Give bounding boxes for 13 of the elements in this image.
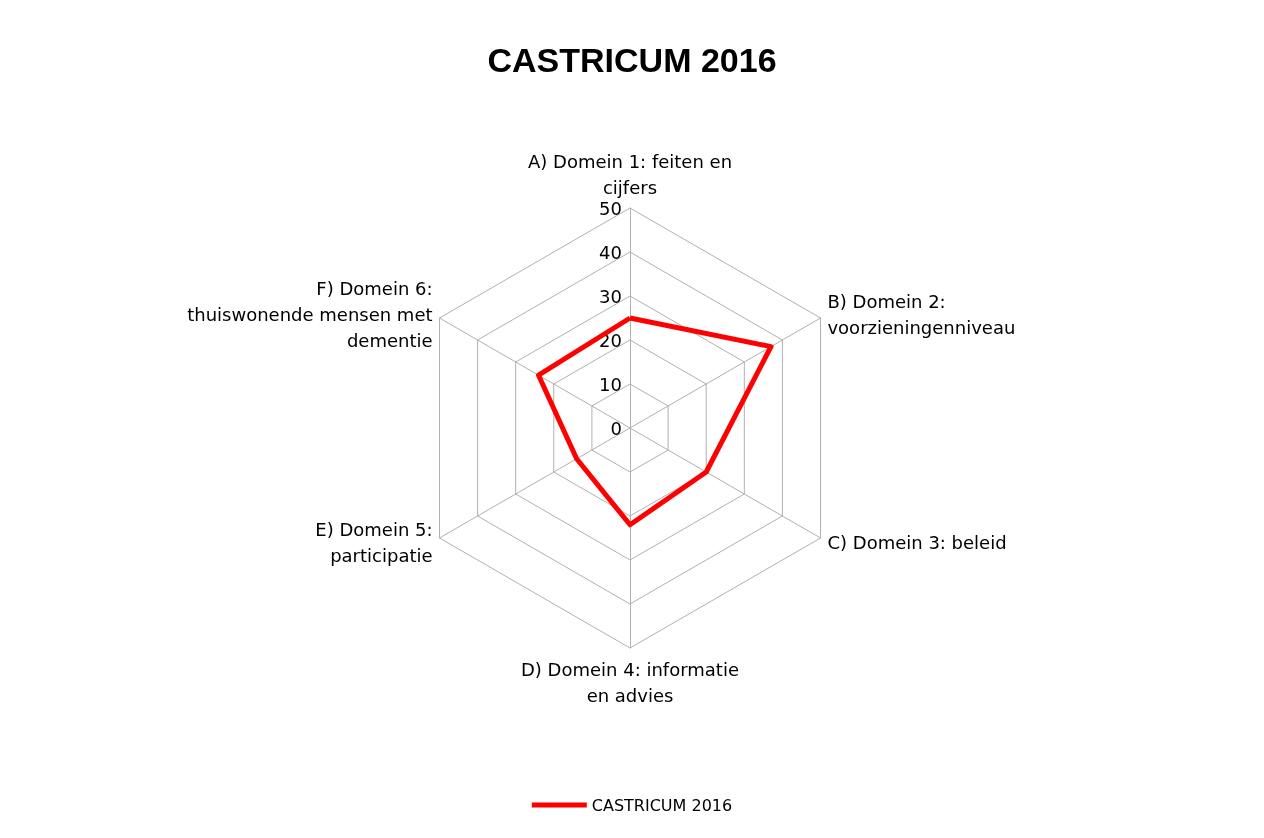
y-tick-label: 40: [599, 241, 622, 263]
y-tick-label: 10: [599, 373, 622, 395]
chart-title: CASTRICUM 2016: [487, 41, 777, 79]
y-tick-label: 50: [599, 197, 622, 219]
spoke-label: E) Domein 5: participatie: [315, 518, 433, 566]
spoke-label: D) Domein 4: informatie en advies: [521, 658, 739, 706]
spoke-label: F) Domein 6: thuiswonende mensen met dementie: [187, 277, 433, 351]
spoke-label: B) Domein 2: voorzieningenniveau: [827, 290, 1016, 338]
legend-label: CASTRICUM 2016: [591, 795, 733, 815]
spoke-label: C) Domein 3: beleid: [827, 531, 1007, 553]
y-tick-label: 30: [599, 285, 622, 307]
y-tick-label: 0: [610, 417, 622, 439]
spoke-label: A) Domein 1: feiten en cijfers: [527, 150, 733, 198]
